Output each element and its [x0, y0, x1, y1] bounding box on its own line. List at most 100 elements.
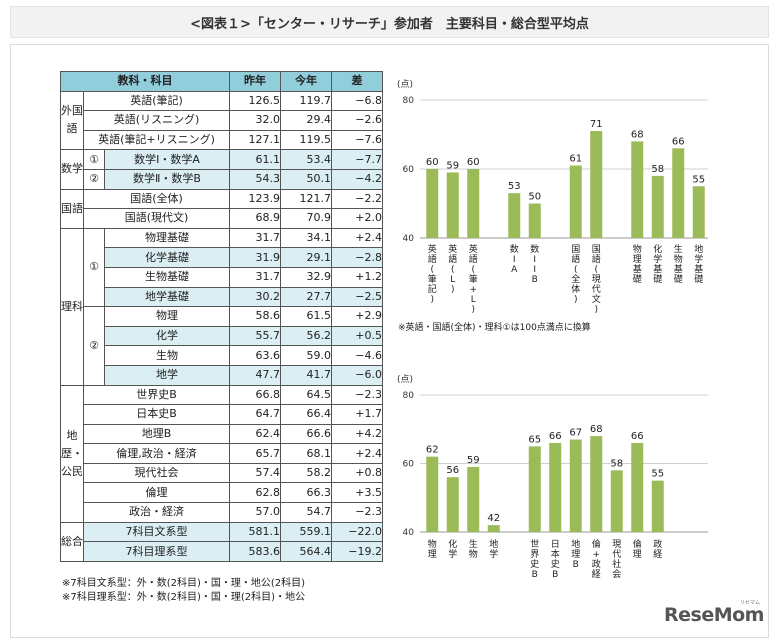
- subject-cell: 英語(筆記): [83, 90, 230, 112]
- y-tick-label: 60: [403, 460, 415, 470]
- last-year-cell: 126.5: [229, 90, 281, 112]
- this-year-cell: 56.2: [280, 325, 332, 347]
- bar-value-label: 58: [651, 164, 664, 175]
- bar-value-label: 59: [467, 455, 480, 466]
- diff-cell: −2.3: [331, 384, 383, 406]
- y-axis-unit: (点): [397, 79, 413, 90]
- group-label: 外国語: [60, 90, 84, 151]
- x-category-label: 日本史 B: [551, 539, 560, 580]
- bar: [569, 165, 582, 238]
- last-year-cell: 57.0: [229, 502, 281, 523]
- group-label: 総合: [60, 521, 84, 562]
- x-category-label: 倫+政経: [592, 538, 601, 580]
- x-category-label: 英語(筆記): [428, 243, 437, 305]
- y-tick-label: 80: [403, 391, 415, 401]
- subject-cell: 国語(現代文): [83, 208, 230, 229]
- x-category-label: 国語(現代文): [592, 244, 601, 315]
- diff-cell: −6.0: [331, 364, 383, 386]
- diff-cell: +2.4: [331, 443, 383, 464]
- group-label: 理科: [60, 227, 84, 386]
- y-tick-label: 40: [403, 234, 415, 244]
- note-line: ※7科目文系型：外・数(2科目)・国・理・地公(2科目): [62, 578, 306, 589]
- table-row: 7科目理系型 583.6 564.4 −19.2: [61, 541, 383, 562]
- x-category-label: 地理 B: [571, 538, 580, 570]
- bar: [651, 480, 664, 532]
- x-category-label: 生物基礎: [674, 243, 683, 285]
- bar-value-label: 55: [651, 469, 664, 480]
- table-row: 英語(筆記+リスニング) 127.1 119.5 −7.6: [61, 129, 383, 151]
- table-header-row: 教科・科目 昨年 今年 差: [60, 71, 383, 92]
- table-row: 数学 ① 数学Ⅰ・数学A 61.1 53.4 −7.7: [60, 149, 383, 190]
- last-year-cell: 31.9: [229, 247, 281, 268]
- y-tick-label: 40: [403, 528, 415, 538]
- bar: [631, 442, 644, 532]
- diff-cell: −19.2: [331, 541, 383, 562]
- table-row: 政治・経済 57.0 54.7 −2.3: [61, 502, 383, 523]
- diff-cell: +2.0: [331, 208, 383, 229]
- bar-value-label: 50: [528, 192, 541, 203]
- x-category-label: 生物: [469, 538, 478, 560]
- bar-value-label: 60: [426, 157, 439, 168]
- header-subject: 教科・科目: [60, 71, 230, 92]
- x-category-label: 倫理: [633, 538, 642, 560]
- last-year-cell: 58.6: [229, 306, 281, 327]
- bar: [528, 203, 541, 238]
- bar-value-label: 42: [487, 513, 500, 524]
- diff-cell: +0.8: [331, 462, 383, 484]
- bar-value-label: 53: [508, 181, 521, 192]
- this-year-cell: 50.1: [280, 168, 332, 190]
- last-year-cell: 127.1: [229, 129, 281, 151]
- x-category-label: 物理: [428, 538, 437, 560]
- bar: [426, 456, 439, 532]
- bar: [467, 169, 480, 238]
- bar: [487, 525, 500, 532]
- x-category-label: 物理基礎: [633, 243, 642, 285]
- subject-cell: 英語(筆記+リスニング): [83, 129, 230, 151]
- page-title: <図表１>「センター・リサーチ」参加者 主要科目・総合型平均点: [10, 6, 769, 38]
- bar-value-label: 59: [446, 160, 459, 171]
- bar: [672, 148, 685, 238]
- last-year-cell: 55.7: [229, 325, 281, 347]
- table-row: 地学 47.7 41.7 −6.0: [61, 364, 383, 386]
- x-category-label: 国語(全体): [571, 244, 580, 305]
- subject-cell: 化学基礎: [104, 247, 230, 268]
- table-row: 生物基礎 31.7 32.9 +1.2: [61, 266, 383, 288]
- subject-cell: 7科目文系型: [83, 521, 230, 543]
- header-this-year: 今年: [280, 71, 332, 92]
- table-row: 外国語 英語(筆記) 126.5 119.7 −6.8: [60, 90, 383, 151]
- bar-value-label: 55: [692, 174, 705, 185]
- bar-value-label: 62: [426, 445, 439, 456]
- subject-cell: 数学Ⅱ・数学B: [104, 168, 230, 190]
- x-category-label: 化学基礎: [653, 243, 662, 285]
- y-axis-unit: (点): [397, 374, 413, 385]
- group-label: 国語: [60, 188, 84, 229]
- x-category-label: 世界史 B: [530, 538, 539, 580]
- this-year-cell: 41.7: [280, 364, 332, 386]
- subject-cell: 英語(リスニング): [83, 110, 230, 131]
- this-year-cell: 119.5: [280, 129, 332, 151]
- subject-cell: 地学: [104, 364, 230, 386]
- subject-cell: 数学Ⅰ・数学A: [104, 149, 230, 170]
- this-year-cell: 53.4: [280, 149, 332, 170]
- bar: [590, 131, 603, 238]
- bar-value-label: 68: [590, 424, 603, 435]
- last-year-cell: 583.6: [229, 541, 281, 562]
- last-year-cell: 62.4: [229, 423, 281, 445]
- bar: [692, 186, 705, 238]
- bar-value-label: 66: [549, 431, 562, 442]
- table-row: 倫理,政治・経済 65.7 68.1 +2.4: [61, 443, 383, 464]
- this-year-cell: 32.9: [280, 266, 332, 288]
- last-year-cell: 68.9: [229, 208, 281, 229]
- subject-cell: 7科目理系型: [83, 541, 230, 562]
- table-body: 外国語 英語(筆記) 126.5 119.7 −6.8 英語(リスニング) 32.0 29.4…: [60, 90, 383, 562]
- bar-value-label: 61: [569, 154, 582, 165]
- subject-cell: 世界史B: [83, 384, 230, 406]
- bar-value-label: 56: [446, 465, 459, 476]
- x-category-label: 地学基礎: [694, 243, 703, 285]
- bar: [590, 436, 603, 532]
- bar-value-label: 67: [569, 428, 582, 439]
- table-row: 英語(リスニング) 32.0 29.4 −2.6: [61, 110, 383, 131]
